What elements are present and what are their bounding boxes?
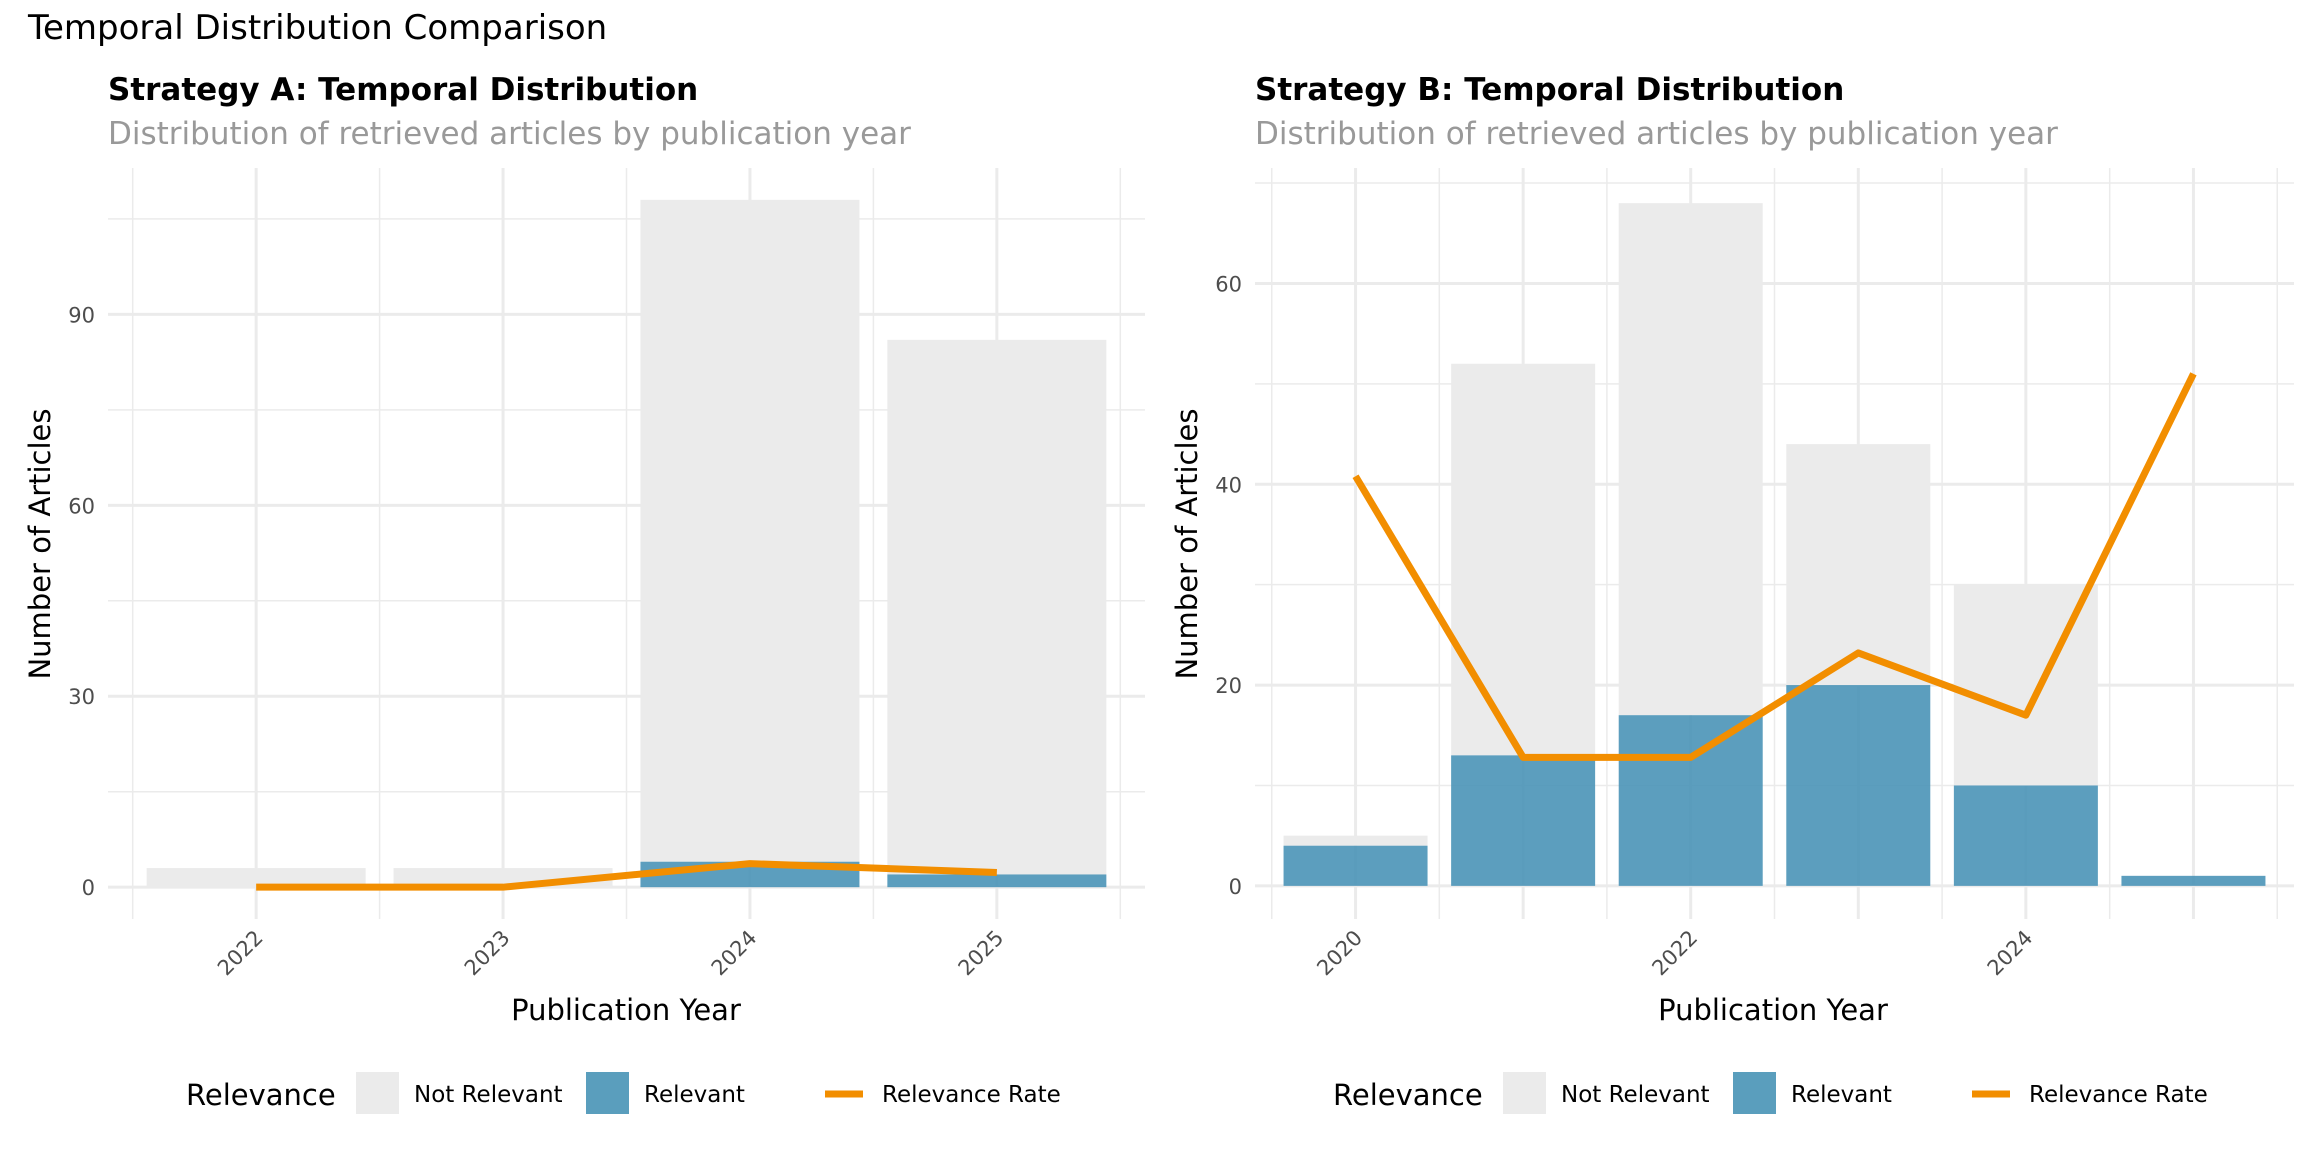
x-tick-label: 2024	[1983, 926, 2038, 981]
bar-not-relevant-2024	[640, 199, 860, 862]
panel-strategy-b: Strategy B: Temporal Distribution Distri…	[1170, 72, 2294, 1114]
legend-swatch-not-relevant	[356, 1072, 399, 1114]
legend-swatch-not-relevant	[1503, 1072, 1546, 1114]
panel-b-legend: Relevance Not Relevant Relevant Relevanc…	[1333, 1072, 2208, 1114]
legend-label-relevant: Relevant	[644, 1082, 745, 1108]
y-tick-label: 60	[68, 494, 95, 518]
bar-relevant-2022	[1618, 715, 1763, 886]
legend-swatch-relevant	[1733, 1072, 1776, 1114]
panel-b-xlabel: Publication Year	[1658, 993, 1888, 1027]
panel-a-legend: Relevance Not Relevant Relevant Relevanc…	[186, 1072, 1061, 1114]
bar-not-relevant-2025	[887, 339, 1107, 875]
x-tick-label: 2022	[1647, 926, 1702, 981]
figure-title: Temporal Distribution Comparison	[28, 8, 608, 48]
bar-relevant-2025	[2121, 875, 2266, 886]
y-tick-label: 60	[1215, 272, 1242, 296]
y-tick-label: 20	[1215, 674, 1242, 698]
y-tick-label: 0	[82, 876, 95, 900]
bar-not-relevant-2022	[1618, 203, 1763, 716]
panel-b-title: Strategy B: Temporal Distribution	[1255, 72, 1844, 108]
legend-swatch-relevant	[586, 1072, 629, 1114]
legend-title: Relevance	[186, 1078, 336, 1112]
panel-a-plot: 0 30 60 90 2022 2023 2024 2025	[68, 168, 1145, 980]
legend-label-relevance-rate: Relevance Rate	[882, 1082, 1061, 1108]
bar-relevant-2021	[1451, 755, 1596, 886]
x-tick-label: 2024	[707, 926, 762, 981]
bar-relevant-2023	[1786, 685, 1931, 886]
legend-label-not-relevant: Not Relevant	[1561, 1082, 1710, 1108]
panel-a-ylabel: Number of Articles	[23, 408, 57, 679]
bar-relevant-2024	[1953, 785, 2098, 886]
panel-a-title: Strategy A: Temporal Distribution	[108, 72, 698, 108]
legend-title: Relevance	[1333, 1078, 1483, 1112]
panel-strategy-a: Strategy A: Temporal Distribution Distri…	[23, 72, 1145, 1114]
panel-a-subtitle: Distribution of retrieved articles by pu…	[108, 116, 911, 152]
panel-b-subtitle: Distribution of retrieved articles by pu…	[1255, 116, 2058, 152]
bar-not-relevant-2021	[1451, 363, 1596, 756]
legend-label-relevance-rate: Relevance Rate	[2029, 1082, 2208, 1108]
bar-not-relevant-2022	[146, 868, 366, 888]
bar-not-relevant-2023	[1786, 444, 1931, 686]
panel-b-ylabel: Number of Articles	[1170, 408, 1204, 679]
panel-a-xlabel: Publication Year	[511, 993, 741, 1027]
x-tick-label: 2023	[460, 926, 515, 981]
x-tick-label: 2020	[1312, 926, 1367, 981]
y-tick-label: 0	[1229, 875, 1242, 899]
bar-not-relevant-2020	[1283, 835, 1428, 846]
legend-label-relevant: Relevant	[1791, 1082, 1892, 1108]
x-tick-label: 2025	[954, 926, 1009, 981]
bar-relevant-2020	[1283, 845, 1428, 886]
y-tick-label: 30	[68, 685, 95, 709]
y-tick-label: 90	[68, 303, 95, 327]
legend-label-not-relevant: Not Relevant	[414, 1082, 563, 1108]
y-tick-label: 40	[1215, 473, 1242, 497]
relevance-rate-line	[1352, 372, 2197, 761]
relevance-rate-line	[256, 860, 997, 891]
bar-relevant-2025	[887, 874, 1107, 888]
x-tick-label: 2022	[213, 926, 268, 981]
panel-b-plot: 0 20 40 60 2020 2022 2024	[1215, 168, 2294, 980]
